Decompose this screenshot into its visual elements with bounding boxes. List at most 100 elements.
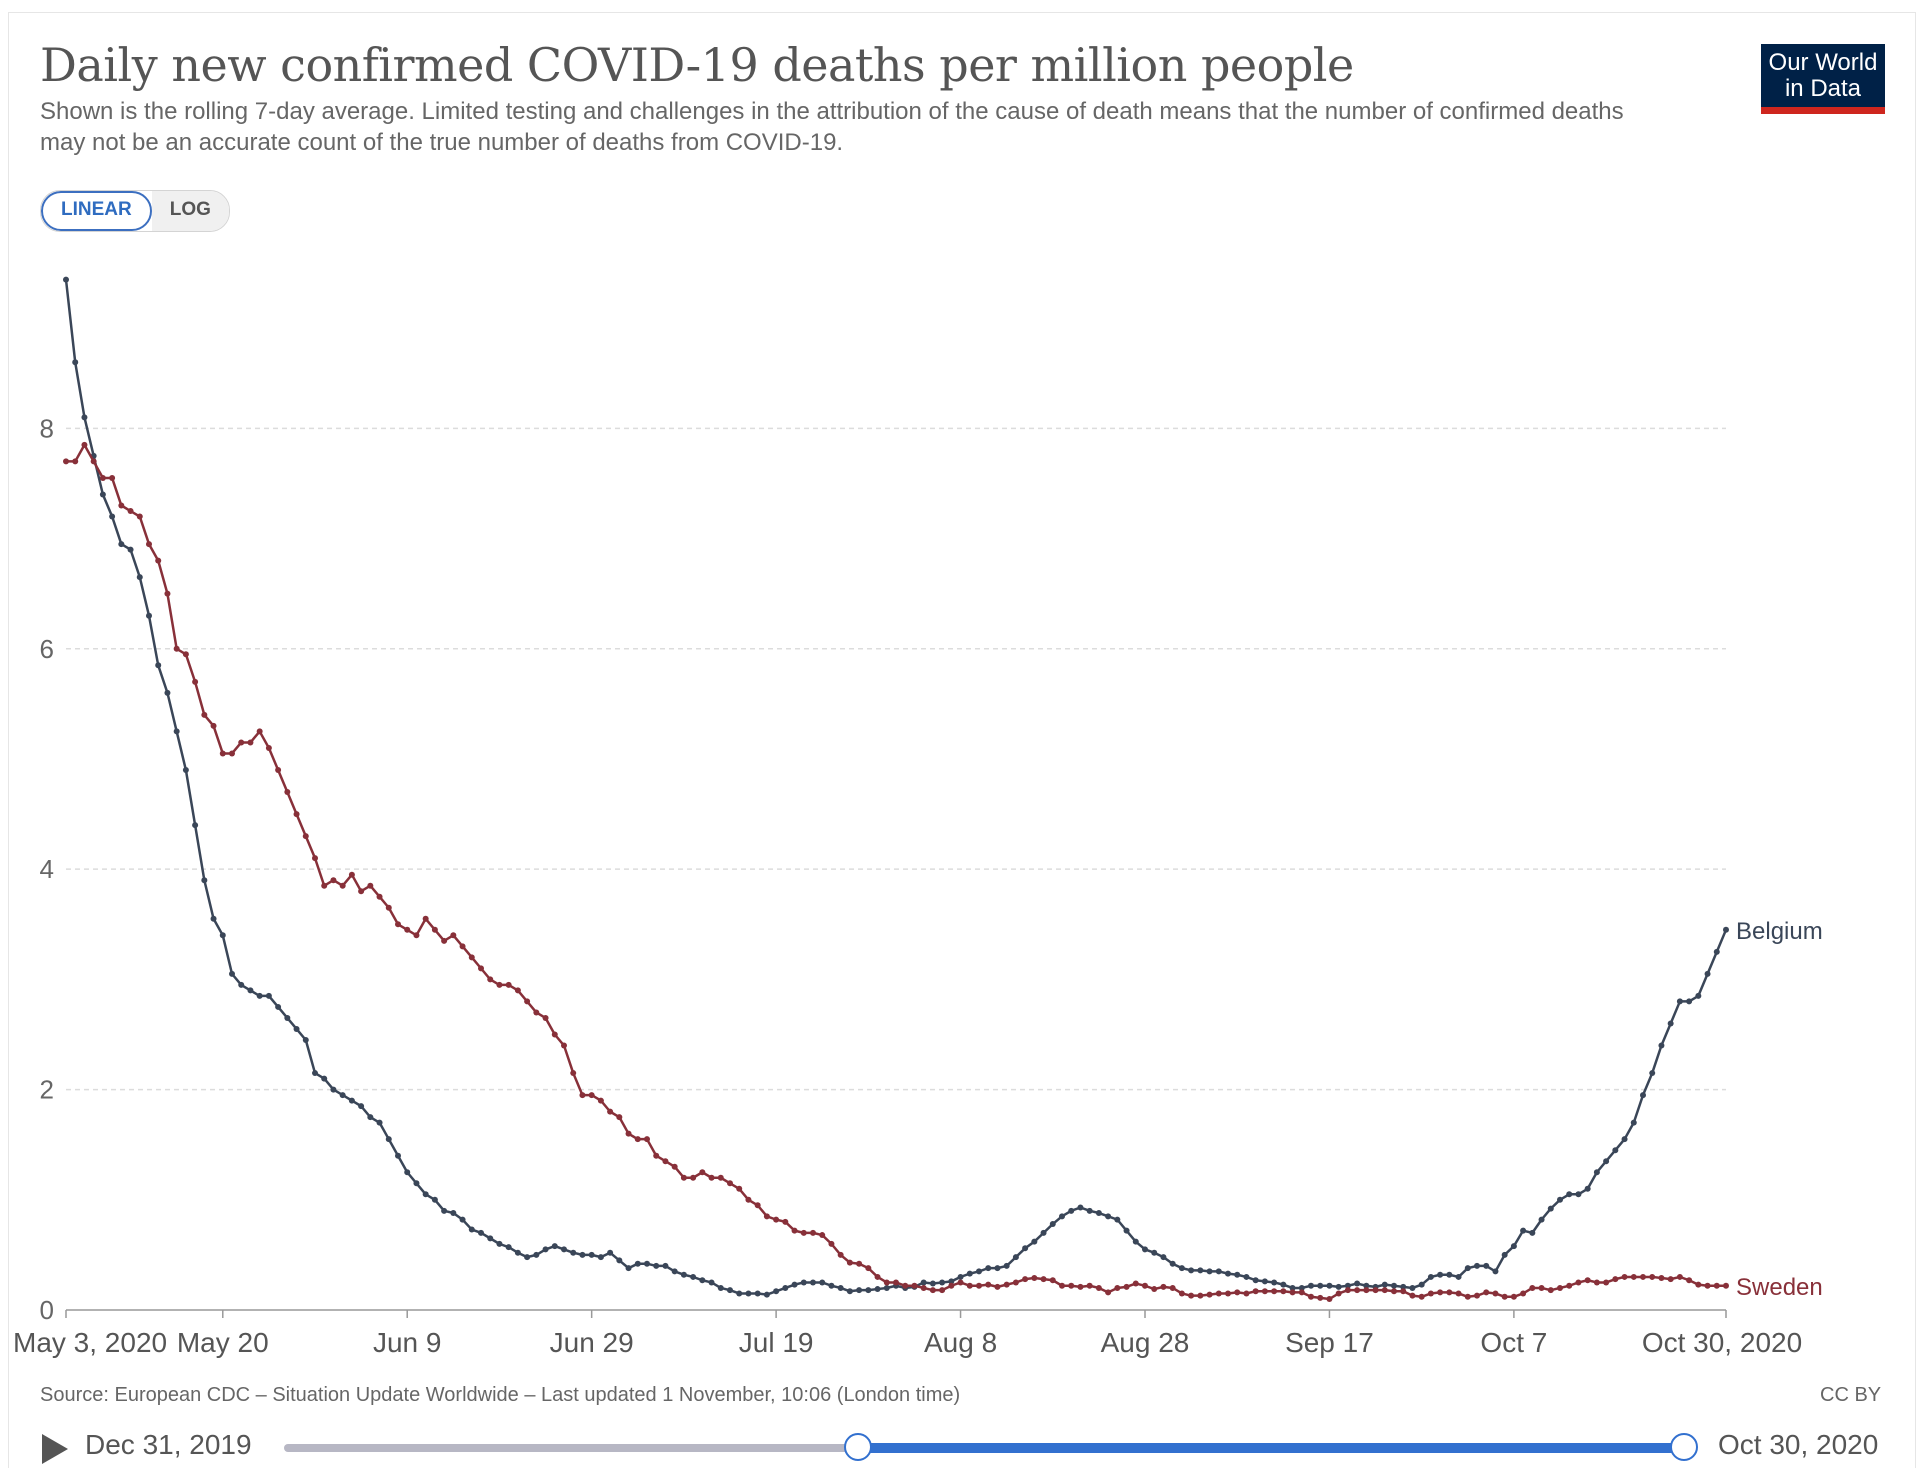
data-point-sweden — [487, 976, 494, 983]
data-point-belgium — [1086, 1207, 1093, 1214]
data-point-sweden — [1188, 1292, 1195, 1299]
timeline-end-handle[interactable] — [1670, 1433, 1698, 1461]
data-point-sweden — [1529, 1284, 1536, 1291]
data-point-belgium — [1206, 1268, 1213, 1275]
data-point-sweden — [1649, 1273, 1656, 1280]
data-point-sweden — [948, 1282, 955, 1289]
data-point-sweden — [1381, 1287, 1388, 1294]
log-scale-button[interactable]: LOG — [151, 191, 229, 231]
data-point-belgium — [1363, 1282, 1370, 1289]
linear-scale-button[interactable]: LINEAR — [41, 191, 152, 231]
data-point-sweden — [773, 1216, 780, 1223]
data-point-belgium — [1012, 1254, 1019, 1261]
data-point-sweden — [348, 871, 355, 878]
data-point-belgium — [99, 491, 106, 498]
data-point-sweden — [478, 965, 484, 972]
data-point-sweden — [727, 1180, 733, 1187]
data-point-belgium — [1492, 1268, 1499, 1275]
data-point-sweden — [385, 904, 392, 911]
data-point-belgium — [828, 1282, 835, 1289]
data-point-sweden — [1437, 1289, 1444, 1296]
data-point-belgium — [773, 1288, 780, 1295]
data-point-sweden — [985, 1281, 992, 1288]
data-point-belgium — [275, 1003, 282, 1010]
x-tick-label: Oct 30, 2020 — [1642, 1327, 1802, 1358]
data-point-belgium — [1271, 1279, 1278, 1286]
data-point-sweden — [616, 1114, 623, 1121]
data-point-belgium — [1418, 1281, 1425, 1288]
data-point-sweden — [1584, 1277, 1591, 1284]
data-point-belgium — [1188, 1267, 1195, 1274]
data-point-belgium — [1335, 1283, 1342, 1290]
data-point-sweden — [588, 1092, 595, 1099]
data-point-belgium — [976, 1268, 982, 1275]
data-point-sweden — [1169, 1284, 1176, 1291]
data-point-sweden — [1427, 1290, 1434, 1297]
data-point-sweden — [939, 1287, 946, 1294]
data-point-belgium — [966, 1270, 973, 1277]
data-point-sweden — [653, 1152, 660, 1159]
data-point-belgium — [284, 1014, 291, 1021]
data-point-belgium — [1114, 1216, 1121, 1223]
license-link[interactable]: CC BY — [1820, 1384, 1882, 1406]
data-point-sweden — [1160, 1283, 1167, 1290]
data-point-belgium — [1142, 1246, 1148, 1253]
data-point-belgium — [1557, 1196, 1563, 1203]
timeline-start-label: Dec 31, 2019 — [85, 1429, 252, 1460]
data-point-belgium — [680, 1271, 687, 1278]
y-tick-label: 4 — [40, 854, 54, 884]
data-point-sweden — [468, 954, 475, 961]
data-point-belgium — [118, 541, 125, 548]
data-point-sweden — [210, 722, 217, 729]
data-point-belgium — [819, 1279, 826, 1286]
data-point-sweden — [1400, 1288, 1407, 1295]
data-point-sweden — [819, 1232, 826, 1239]
data-point-belgium — [1178, 1265, 1185, 1272]
data-point-sweden — [810, 1229, 816, 1236]
data-point-sweden — [431, 926, 438, 933]
data-point-sweden — [994, 1283, 1001, 1290]
y-tick-label: 0 — [40, 1295, 54, 1325]
data-point-sweden — [505, 981, 512, 988]
data-point-belgium — [1427, 1273, 1434, 1280]
chart-frame — [8, 12, 1916, 1468]
data-point-belgium — [238, 981, 245, 988]
data-point-belgium — [1344, 1282, 1351, 1289]
data-point-belgium — [1031, 1238, 1038, 1245]
data-point-belgium — [1483, 1262, 1490, 1269]
data-point-belgium — [1003, 1262, 1010, 1269]
x-tick-label: Aug 8 — [924, 1327, 997, 1358]
data-point-sweden — [201, 711, 208, 718]
data-point-belgium — [920, 1279, 927, 1286]
data-point-sweden — [182, 651, 189, 658]
data-point-sweden — [579, 1092, 586, 1099]
timeline-start-handle[interactable] — [844, 1433, 872, 1461]
data-point-sweden — [155, 557, 162, 564]
data-point-sweden — [1501, 1293, 1508, 1300]
play-icon[interactable] — [42, 1434, 68, 1464]
data-point-sweden — [1031, 1275, 1038, 1282]
data-point-belgium — [312, 1070, 318, 1077]
data-point-sweden — [1520, 1290, 1527, 1297]
data-point-sweden — [358, 888, 365, 895]
owid-logo[interactable]: Our World in Data — [1761, 44, 1885, 114]
data-point-belgium — [1261, 1278, 1268, 1285]
data-point-sweden — [1197, 1292, 1204, 1299]
data-point-sweden — [376, 893, 383, 900]
data-point-belgium — [348, 1097, 355, 1104]
data-point-sweden — [275, 767, 282, 773]
data-point-belgium — [155, 662, 162, 669]
data-point-belgium — [1612, 1147, 1619, 1154]
data-point-belgium — [1326, 1282, 1333, 1289]
data-point-belgium — [588, 1251, 595, 1258]
data-point-belgium — [1317, 1282, 1324, 1289]
data-point-belgium — [367, 1114, 374, 1121]
data-point-sweden — [745, 1196, 752, 1203]
x-tick-label: Sep 17 — [1285, 1327, 1374, 1358]
data-point-belgium — [524, 1254, 531, 1261]
data-point-belgium — [256, 992, 263, 999]
data-point-belgium — [173, 728, 180, 735]
data-point-sweden — [561, 1042, 567, 1049]
data-point-sweden — [874, 1273, 881, 1280]
data-point-belgium — [136, 574, 143, 581]
